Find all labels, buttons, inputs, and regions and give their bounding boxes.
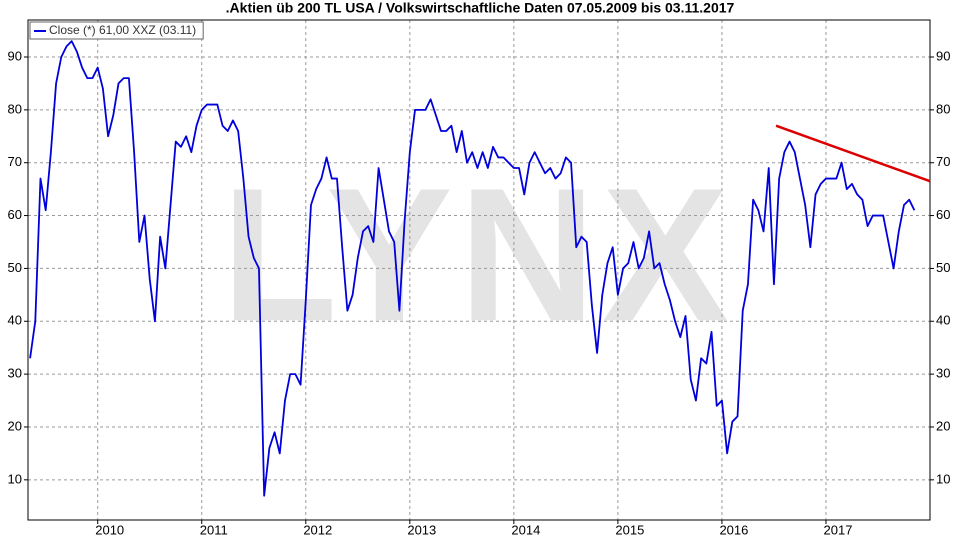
trend-line [775, 124, 931, 183]
legend-label: Close (*) 61,00 XXZ (03.11) [49, 23, 196, 37]
y-tick-label-right: 80 [936, 101, 950, 116]
x-tick-label: 2012 [303, 522, 332, 537]
plot-frame [27, 19, 931, 521]
y-tick-label: 50 [8, 260, 22, 275]
y-tick-label: 70 [8, 154, 22, 169]
legend-box [29, 21, 204, 40]
y-tick-label: 20 [8, 418, 22, 433]
x-tick-label: 2014 [511, 522, 540, 537]
y-tick-label: 30 [8, 366, 22, 381]
y-tick-label-right: 70 [936, 154, 950, 169]
x-tick-label: 2010 [95, 522, 124, 537]
y-tick-label-right: 40 [936, 313, 950, 328]
y-tick-label: 10 [8, 471, 22, 486]
x-tick-label: 2011 [200, 522, 228, 537]
plot-area: LYNX [221, 149, 734, 361]
y-tick-label-right: 90 [936, 48, 950, 63]
y-tick-label-right: 30 [936, 366, 950, 381]
y-tick-label: 40 [8, 313, 22, 328]
y-tick-label: 80 [8, 101, 22, 116]
x-tick-label: 2013 [407, 522, 436, 537]
x-tick-label: 2015 [615, 522, 644, 537]
y-tick-label-right: 10 [936, 471, 950, 486]
data-line [29, 40, 916, 497]
y-tick-label-right: 20 [936, 418, 950, 433]
y-tick-label-right: 50 [936, 260, 950, 275]
y-tick-label: 90 [8, 48, 22, 63]
x-tick-label: 2016 [719, 522, 748, 537]
y-tick-label-right: 60 [936, 207, 950, 222]
y-tick-label: 60 [8, 207, 22, 222]
x-tick-label: 2017 [824, 522, 853, 537]
chart-title: .Aktien üb 200 TL USA / Volkswirtschaftl… [226, 0, 735, 16]
watermark: LYNX [221, 149, 734, 361]
legend: Close (*) 61,00 XXZ (03.11) [29, 21, 204, 40]
